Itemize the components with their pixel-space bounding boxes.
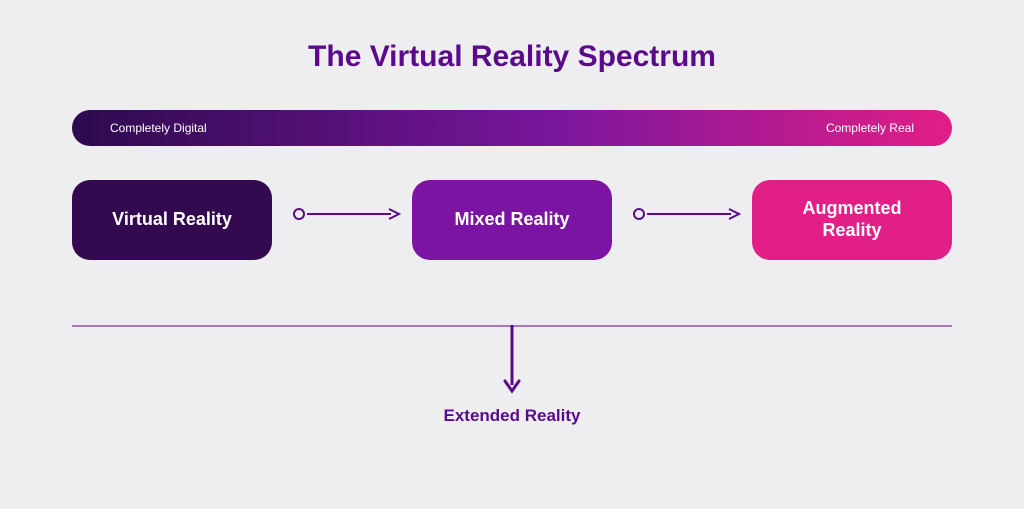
spectrum-label-right: Completely Real xyxy=(826,121,914,135)
arrow-mr-ar xyxy=(633,204,741,224)
spectrum-label-left: Completely Digital xyxy=(110,121,207,135)
box-vr: Virtual Reality xyxy=(72,180,272,260)
footer-label: Extended Reality xyxy=(0,406,1024,426)
diagram-title: The Virtual Reality Spectrum xyxy=(0,40,1024,74)
box-ar: Augmented Reality xyxy=(752,180,952,260)
arrow-vr-mr xyxy=(293,204,401,224)
spectrum-bar: Completely Digital Completely Real xyxy=(72,110,952,146)
down-arrow-icon xyxy=(500,325,524,395)
diagram-canvas: The Virtual Reality Spectrum Completely … xyxy=(0,0,1024,509)
box-mr: Mixed Reality xyxy=(412,180,612,260)
